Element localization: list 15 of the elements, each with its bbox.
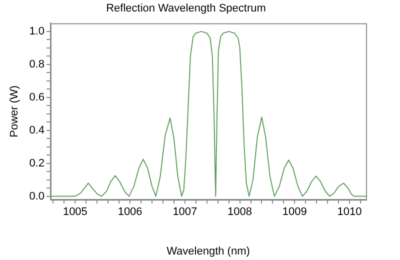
- x-tick-label: 1005: [62, 206, 88, 218]
- y-tick-label: 0.4: [29, 124, 44, 136]
- y-tick-label: 0.6: [29, 91, 44, 104]
- x-tick-label: 1006: [118, 206, 142, 218]
- x-tick-label: 1009: [282, 206, 307, 218]
- x-tick-label: 1008: [228, 206, 252, 218]
- y-tick-label: 0.8: [29, 58, 44, 70]
- y-tick-label: 0.0: [29, 190, 44, 202]
- x-axis-title: Wavelength (nm): [166, 245, 250, 258]
- x-tick-label: 1007: [172, 206, 198, 218]
- chart-title: Reflection Wavelength Spectrum: [106, 2, 266, 15]
- y-axis-title: Power (W): [8, 85, 21, 138]
- y-tick-label: 0.2: [29, 157, 44, 170]
- y-tick-label: 1.0: [29, 25, 44, 38]
- x-tick-label: 1010: [337, 206, 362, 218]
